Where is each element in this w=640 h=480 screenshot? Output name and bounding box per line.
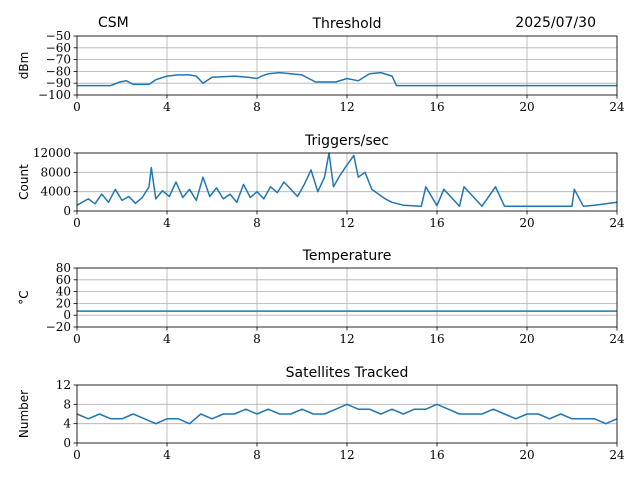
x-tick-label: 16	[429, 216, 444, 230]
y-tick-label: 40	[56, 285, 71, 299]
x-tick-label: 20	[519, 332, 534, 346]
y-axis-label-triggers: Count	[17, 164, 31, 200]
x-tick-label: 16	[429, 332, 444, 346]
y-tick-label: −80	[46, 64, 71, 78]
chart-panel-triggers: 0 4 8 12 16 20 24 0 4000 8000 12000 Triggers/sec Cou…	[17, 133, 625, 230]
x-tick-label: 24	[609, 448, 625, 462]
y-tick-label: −60	[46, 41, 71, 55]
x-tick-label: 16	[429, 448, 444, 462]
x-tick-label: 0	[73, 448, 81, 462]
y-tick-label: 12000	[33, 146, 71, 160]
y-tick-label: 4	[63, 417, 71, 431]
y-axis-label-satellites: Number	[17, 390, 31, 438]
series-line-threshold	[77, 71, 617, 87]
x-tick-label: 24	[609, 216, 625, 230]
chart-panel-satellites: 0 4 8 12 16 20 24 0 4 8 12 Satellites Tracked Number	[17, 365, 625, 462]
x-tick-label: 20	[519, 216, 534, 230]
x-tick-label: 0	[73, 216, 81, 230]
x-tick-label: 12	[339, 216, 354, 230]
chart-title-satellites: Satellites Tracked	[286, 365, 409, 381]
y-tick-label: 0	[63, 436, 71, 450]
y-tick-label: 0	[63, 204, 71, 218]
x-tick-label: 4	[163, 216, 171, 230]
y-tick-label: 60	[56, 273, 71, 287]
x-tick-label: 12	[339, 100, 354, 114]
y-tick-label: 0	[63, 308, 71, 322]
x-tick-label: 0	[73, 332, 81, 346]
y-axis-label-temperature: °C	[17, 290, 31, 304]
y-tick-label: −20	[46, 320, 71, 334]
y-tick-label: −70	[46, 53, 71, 67]
y-axis-label-threshold: dBm	[17, 52, 31, 80]
x-tick-label: 4	[163, 448, 171, 462]
x-tick-label: 0	[73, 100, 81, 114]
y-tick-label: −50	[46, 29, 71, 43]
x-tick-label: 8	[253, 448, 261, 462]
x-tick-label: 20	[519, 100, 534, 114]
header-left-label: CSM	[98, 15, 129, 31]
x-tick-label: 24	[609, 100, 625, 114]
x-tick-label: 12	[339, 332, 354, 346]
x-tick-label: 24	[609, 332, 625, 346]
x-tick-label: 8	[253, 216, 261, 230]
y-tick-label: 8000	[40, 165, 71, 179]
y-tick-label: −90	[46, 76, 71, 90]
x-tick-label: 16	[429, 100, 444, 114]
chart-panel-threshold: 0 4 8 12 16 20 24 −100−90−80−70−60−50 Threshold d…	[17, 16, 625, 114]
y-tick-label: 12	[56, 378, 71, 392]
y-tick-label: −100	[38, 88, 71, 102]
chart-title-temperature: Temperature	[302, 248, 392, 264]
x-tick-label: 20	[519, 448, 534, 462]
chart-title-threshold: Threshold	[312, 16, 382, 32]
header-right-label: 2025/07/30	[515, 15, 596, 31]
y-tick-label: 8	[63, 397, 71, 411]
y-tick-label: 20	[56, 296, 71, 310]
series-line-triggers	[76, 152, 618, 207]
chart-title-triggers: Triggers/sec	[304, 133, 389, 149]
x-tick-label: 8	[253, 332, 261, 346]
y-tick-label: 80	[56, 261, 71, 275]
x-tick-label: 12	[339, 448, 354, 462]
y-tick-label: 4000	[40, 185, 71, 199]
series-line-satellites	[76, 403, 618, 425]
x-tick-label: 4	[163, 100, 171, 114]
x-tick-label: 8	[253, 100, 261, 114]
x-tick-label: 4	[163, 332, 171, 346]
